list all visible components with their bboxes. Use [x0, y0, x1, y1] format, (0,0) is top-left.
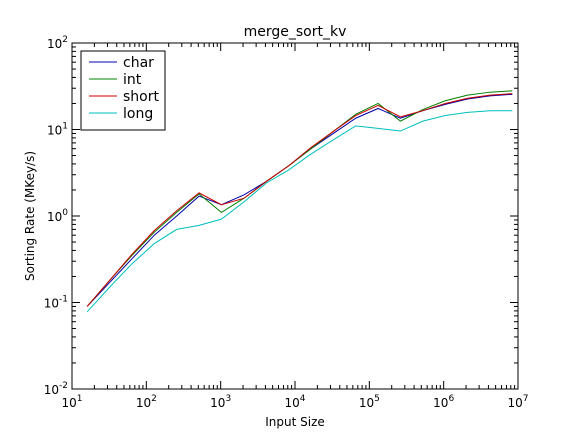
- chart-title: merge_sort_kv: [244, 24, 347, 40]
- y-tick-label: 10-2: [44, 381, 68, 397]
- plot-series: [86, 90, 513, 313]
- y-tick-label: 100: [47, 208, 68, 224]
- x-tick-label: 101: [61, 394, 82, 410]
- y-axis-label: Sorting Rate (MKey/s): [23, 151, 37, 281]
- legend-label-short: short: [123, 89, 159, 105]
- y-tick-label: 102: [47, 35, 68, 51]
- legend-label-char: char: [123, 55, 154, 71]
- x-tick-label: 107: [507, 394, 528, 410]
- series-line-long: [86, 110, 513, 313]
- x-tick-label: 103: [210, 394, 231, 410]
- tick-labels: 101 102 103 104 105 106 107 10-2 10-1 100 101 102: [44, 35, 529, 410]
- series-line-short: [86, 93, 513, 307]
- y-tick-label: 10-1: [44, 295, 68, 311]
- y-tick-label: 101: [47, 122, 68, 138]
- legend-box: [80, 50, 166, 131]
- x-tick-label: 105: [359, 394, 380, 410]
- x-tick-label: 102: [136, 394, 157, 410]
- x-tick-label: 106: [433, 394, 454, 410]
- legend-label-int: int: [123, 72, 142, 88]
- x-tick-label: 104: [284, 394, 305, 410]
- legend-label-long: long: [123, 106, 153, 122]
- axis-ticks: [71, 42, 519, 390]
- x-axis-label: Input Size: [265, 415, 325, 429]
